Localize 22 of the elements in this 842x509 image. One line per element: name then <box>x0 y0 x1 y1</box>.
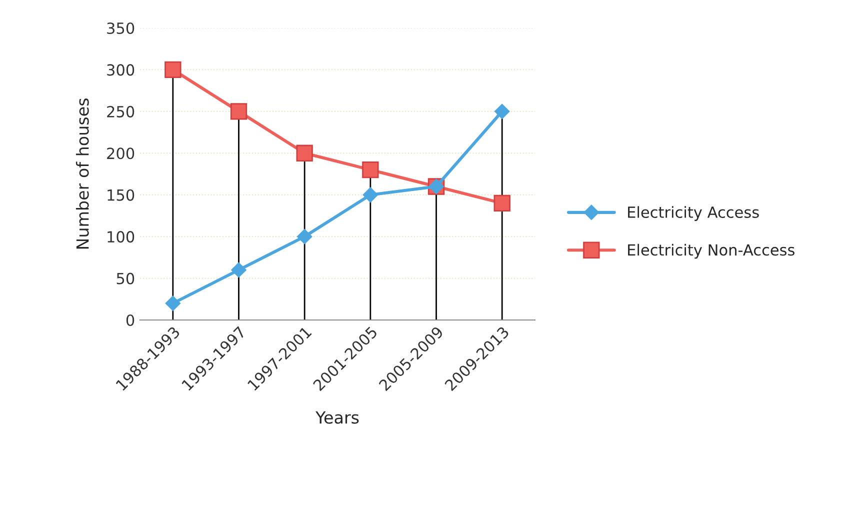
x-axis-title: Years <box>315 411 359 424</box>
point <box>494 104 510 119</box>
y-tick-label: 50 <box>116 272 134 284</box>
y-tick-label: 300 <box>107 64 134 76</box>
point <box>494 194 510 212</box>
point <box>362 161 379 178</box>
legend-label: Electricity Access <box>628 206 759 221</box>
point <box>296 144 313 162</box>
y-tick-label: 150 <box>108 189 134 201</box>
point <box>297 229 312 244</box>
y-tick-label: 100 <box>108 231 134 243</box>
legend-label: Electricity Non-Access <box>628 244 794 259</box>
y-tick-label: 0 <box>126 314 134 326</box>
point <box>362 187 378 202</box>
y-tick-label: 250 <box>107 106 134 118</box>
y-axis-title: Number of houses <box>76 98 89 249</box>
point <box>231 262 246 278</box>
point <box>164 61 182 78</box>
y-tick-label: 200 <box>107 148 134 160</box>
point <box>165 296 180 311</box>
point <box>230 103 248 120</box>
y-tick-label: 350 <box>107 22 134 34</box>
